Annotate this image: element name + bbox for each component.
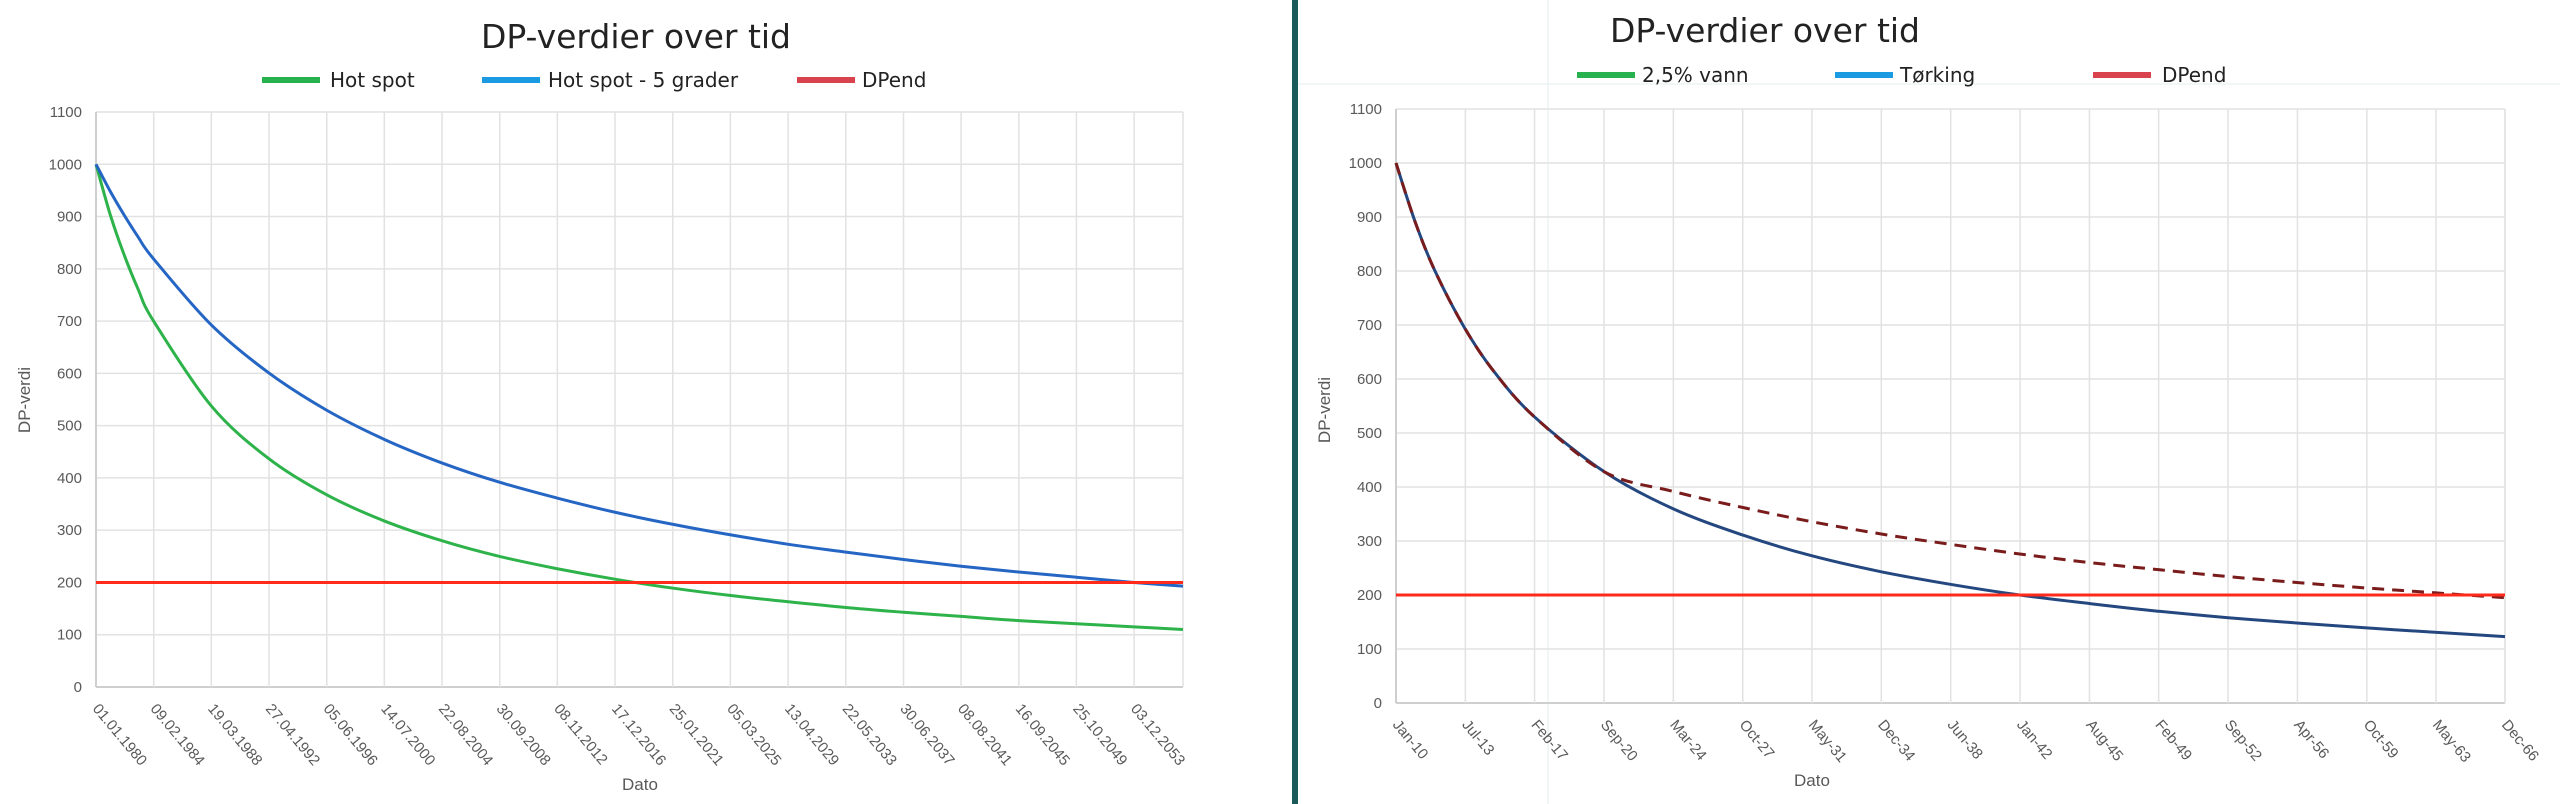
x-tick-label: Jan-10 [1389, 717, 1432, 763]
x-tick-label: 14.07.2000 [377, 701, 438, 769]
x-tick-label: Oct-59 [2360, 717, 2402, 762]
x-tick-label: Dec-66 [2498, 717, 2542, 765]
y-tick-label: 200 [57, 574, 82, 591]
x-tick-label: 25.01.2021 [666, 701, 727, 769]
right-chart: DP-verdier over tid 2,5% vann Tørking DPend… [1315, 11, 2542, 790]
x-tick-label: Oct-27 [1736, 717, 1778, 762]
legend-label: Hot spot [330, 68, 415, 92]
legend-swatch [2093, 72, 2151, 78]
x-tick-label: Mar-24 [1666, 717, 1710, 764]
y-tick-label: 1100 [50, 104, 82, 121]
y-tick-label: 400 [1357, 479, 1382, 496]
x-tick-label: Apr-56 [2290, 717, 2332, 762]
y-tick-label: 1000 [1349, 155, 1382, 172]
y-tick-label: 200 [1357, 587, 1382, 604]
x-tick-label: Feb-49 [2152, 717, 2196, 764]
y-tick-label: 0 [1374, 695, 1382, 712]
left-chart: DP-verdier over tid Hot spot Hot spot - 5 … [15, 17, 1188, 794]
chart-title: DP-verdier over tid [1610, 11, 1920, 50]
series-line-hot-spot [94, 163, 1184, 631]
x-tick-label: 22.05.2033 [839, 701, 900, 769]
legend-swatch [1577, 72, 1635, 78]
x-tick-label: 25.10.2049 [1069, 701, 1130, 769]
legend-swatch [797, 77, 855, 83]
y-tick-label: 1000 [49, 156, 82, 173]
y-axis-label: DP-verdi [15, 367, 34, 433]
x-tick-label: 09.02.1984 [147, 701, 208, 769]
y-tick-label: 300 [57, 522, 82, 539]
x-tick-label: 05.03.2025 [723, 701, 784, 769]
x-tick-label: 01.01.1980 [89, 701, 150, 769]
legend-item[interactable]: DPend [797, 68, 926, 92]
y-axis-label: DP-verdi [1315, 377, 1334, 443]
legend-label: DPend [2162, 63, 2226, 87]
x-tick-label: 16.09.2045 [1012, 701, 1073, 769]
x-tick-label: Jun-38 [1944, 717, 1987, 763]
legend-label: 2,5% vann [1642, 63, 1749, 87]
x-tick-label: Aug-45 [2082, 717, 2126, 765]
series-line-2-5-vann [1394, 162, 2506, 639]
y-tick-label: 600 [1357, 371, 1382, 388]
y-tick-label: 400 [57, 470, 82, 487]
y-tick-label: 100 [57, 627, 82, 644]
y-tick-label: 700 [57, 313, 82, 330]
x-tick-label: Jul-13 [1458, 717, 1497, 759]
y-tick-label: 100 [1357, 641, 1382, 658]
x-tick-label: Sep-52 [2221, 717, 2265, 765]
legend-item[interactable]: 2,5% vann [1577, 63, 1749, 87]
legend-label: Tørking [1899, 63, 1975, 87]
x-tick-label: 08.08.2041 [954, 701, 1015, 769]
series-line-tørking [1394, 162, 2506, 600]
x-tick-label: 27.04.1992 [262, 701, 323, 769]
chart-title: DP-verdier over tid [481, 17, 791, 56]
panel-divider [1292, 0, 1298, 804]
legend-swatch [262, 77, 320, 83]
y-tick-label: 500 [57, 418, 82, 435]
x-tick-label: Feb-17 [1528, 717, 1572, 764]
y-tick-label: 900 [1357, 209, 1382, 226]
legend-swatch [1835, 72, 1893, 78]
y-tick-label: 500 [1357, 425, 1382, 442]
x-tick-label: May-31 [1805, 717, 1850, 766]
legend-item[interactable]: Hot spot [262, 68, 415, 92]
legend-label: DPend [862, 68, 926, 92]
y-tick-label: 1100 [1350, 101, 1382, 118]
x-axis-label: Dato [1794, 771, 1830, 790]
x-tick-label: 13.04.2029 [781, 701, 842, 769]
y-tick-label: 300 [1357, 533, 1382, 550]
series-line-hot-spot-5-grader [94, 163, 1184, 588]
x-tick-label: 05.06.1996 [320, 701, 381, 769]
legend-item[interactable]: Tørking [1835, 63, 1975, 87]
y-tick-label: 900 [57, 209, 82, 226]
x-tick-label: 19.03.1988 [204, 701, 265, 769]
x-tick-label: 30.09.2008 [493, 701, 554, 769]
y-tick-label: 600 [57, 365, 82, 382]
y-tick-label: 0 [74, 679, 82, 696]
y-tick-label: 800 [1357, 263, 1382, 280]
x-tick-label: Jan-42 [2013, 717, 2056, 763]
legend-item[interactable]: Hot spot - 5 grader [482, 68, 739, 92]
x-tick-label: 08.11.2012 [550, 701, 611, 769]
legend-item[interactable]: DPend [2093, 63, 2226, 87]
x-tick-label: 30.06.2037 [896, 701, 957, 769]
legend-swatch [482, 77, 540, 83]
y-tick-label: 700 [1357, 317, 1382, 334]
x-axis-label: Dato [622, 775, 658, 794]
legend-label: Hot spot - 5 grader [548, 68, 739, 92]
x-tick-label: 03.12.2053 [1127, 701, 1188, 769]
x-tick-label: 17.12.2016 [608, 701, 669, 769]
x-tick-label: Dec-34 [1874, 717, 1918, 765]
x-tick-label: Sep-20 [1597, 717, 1641, 765]
y-tick-label: 800 [57, 261, 82, 278]
x-tick-label: 22.08.2004 [435, 701, 496, 769]
x-tick-label: May-63 [2429, 717, 2474, 766]
